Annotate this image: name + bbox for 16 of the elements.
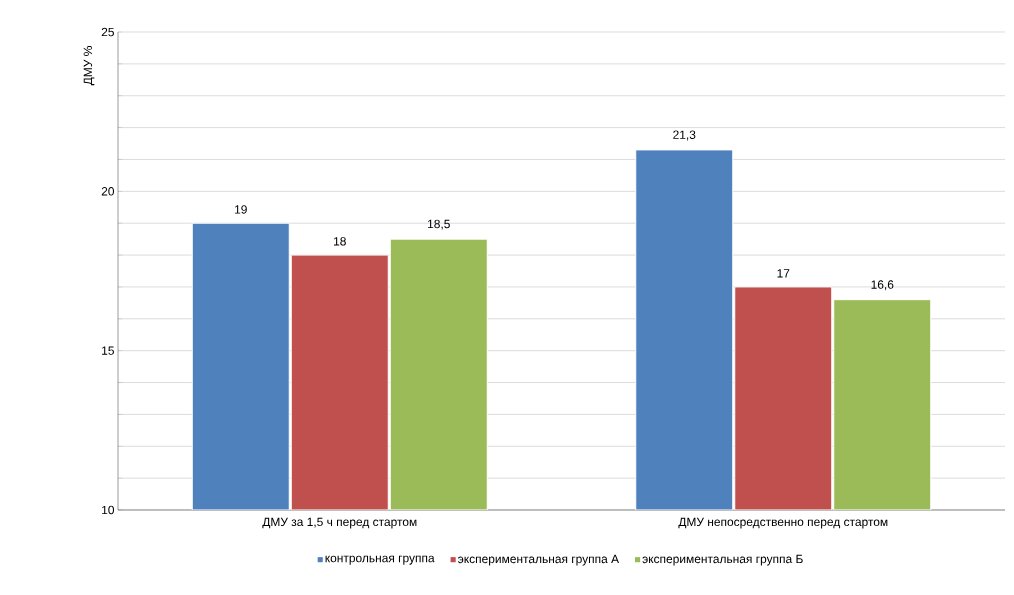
x-tick-label: ДМУ непосредственно перед стартом bbox=[678, 517, 888, 529]
y-tick-label: 10 bbox=[102, 505, 115, 515]
data-label: 21,3 bbox=[673, 130, 696, 141]
x-tick-label: ДМУ за 1,5 ч перед стартом bbox=[262, 517, 417, 529]
legend-label: контрольная группа bbox=[325, 555, 435, 565]
data-label: 17 bbox=[777, 269, 790, 278]
data-label: 18,5 bbox=[428, 219, 450, 230]
data-label: 18 bbox=[334, 237, 346, 246]
data-label: 19 bbox=[235, 205, 247, 214]
y-tick-label: 15 bbox=[102, 346, 114, 355]
data-label: 16,6 bbox=[871, 280, 894, 291]
y-tick-label: 20 bbox=[101, 187, 115, 196]
legend-label: экспериментальная группа А bbox=[458, 554, 620, 566]
y-tick-label: 25 bbox=[101, 27, 114, 37]
legend-label: экспериментальная группа Б bbox=[642, 554, 803, 566]
y-axis-title: ДМУ % bbox=[83, 46, 95, 86]
